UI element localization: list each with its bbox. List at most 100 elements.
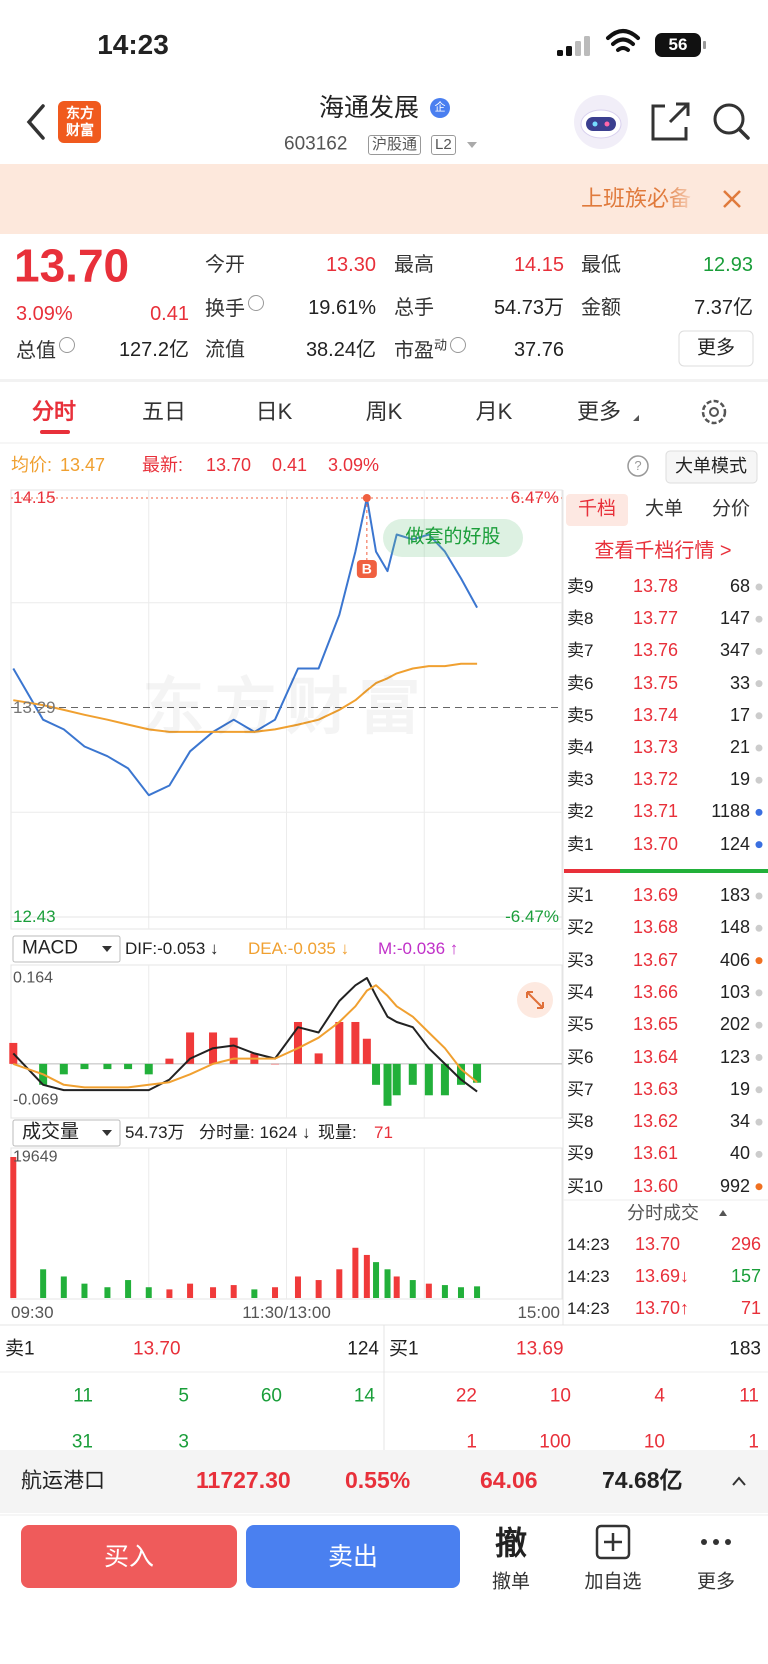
avatar-visor [586,117,616,131]
more-button[interactable] [678,330,754,367]
more-tab-arrow [633,415,639,421]
bid-volume: 406 [719,949,750,970]
bid-volume: 103 [719,982,750,1003]
watch-icon[interactable] [595,1524,631,1560]
macd-bar [362,1038,371,1064]
period-tab[interactable]: 周K [365,398,403,424]
promo-banner[interactable] [0,164,768,234]
info-icon[interactable] [59,337,75,353]
mode-button[interactable] [665,450,758,484]
badge [430,98,450,118]
period-tab[interactable]: 更多 [576,398,622,424]
battery-level: 56 [668,34,688,54]
depth-bar-red [564,869,620,873]
bid-volume: 34 [729,1111,750,1132]
volume-bar [384,1269,391,1298]
volume-info: 分时量: 1624 ↓ [199,1122,311,1142]
info-icon[interactable] [450,337,467,353]
ask-label: 卖3 [567,769,594,789]
period-tab[interactable]: 日K [255,398,293,424]
selector-arrow [102,946,112,952]
banner-close[interactable] [723,190,741,208]
trades-title[interactable]: 分时成交 [627,1203,699,1224]
dropdown-arrow [467,142,477,148]
avg-label: 均价: [11,455,53,476]
series-line [13,662,478,733]
back-button[interactable] [26,104,45,140]
cancel-icon[interactable]: 撤 [494,1524,528,1561]
sell-button[interactable] [246,1525,460,1588]
ask-price: 13.71 [633,801,679,822]
signal-bar [575,41,581,56]
trade-volume: 71 [740,1298,761,1319]
volume-bar [104,1287,111,1298]
index-expand[interactable] [732,1476,746,1486]
volume-selector[interactable] [12,1119,121,1147]
macd-bar [271,1063,280,1065]
bid-queue: 10 [643,1431,665,1453]
share-button[interactable] [651,102,690,141]
period-tab[interactable]: 月K [475,398,513,424]
legend-entry: M:-0.036 ↑ [378,938,459,958]
watch-label: 加自选 [584,1571,642,1593]
book-tab[interactable]: 分价 [711,498,751,520]
series-line [12,497,478,797]
bid-volume: 19 [729,1079,750,1099]
trades-arrow [719,1210,727,1216]
macd-bar [103,1063,112,1070]
bid-price: 13.66 [633,982,679,1003]
book-tab[interactable]: 千档 [577,498,617,520]
search-button[interactable] [713,103,745,135]
volume-bar [60,1276,67,1298]
level-dot [755,1150,763,1158]
bid-volume: 202 [719,1014,750,1035]
settings-hub [709,407,719,417]
volume-bar [315,1280,322,1298]
volume-bar [272,1287,279,1298]
volume-bar [363,1254,370,1298]
more-dot[interactable] [713,1539,719,1545]
macd-bar [186,1032,195,1064]
ask-volume: 1188 [711,801,750,822]
bid-queue: 11 [739,1385,759,1407]
buy-button[interactable] [21,1525,237,1588]
more-dot[interactable] [701,1539,707,1545]
ask-volume: 347 [719,640,750,661]
macd-bar [144,1063,153,1075]
indicator-selector[interactable] [12,935,121,963]
book-tab[interactable]: 大单 [644,498,684,520]
index-name: 航运港口 [21,1469,105,1493]
stat-label: 今开 [205,254,245,276]
signal-bar [584,36,590,56]
period-tab[interactable]: 五日 [141,398,187,424]
macd-bar [80,1063,89,1070]
help-icon[interactable] [627,455,649,477]
ask-volume: 19 [729,769,750,790]
volume-bar [251,1289,258,1298]
stat-label: 市盈动 [394,337,467,363]
book-link[interactable]: 查看千档行情 > [594,540,732,562]
info-icon[interactable] [248,295,264,311]
bid-price: 13.64 [633,1046,679,1067]
settings-button[interactable] [701,399,727,425]
more-dot[interactable] [725,1539,731,1545]
indicator-name: MACD [22,937,78,959]
stat-value: 7.37亿 [694,297,753,319]
macd-bar [456,1063,465,1085]
volume-bar [166,1289,173,1298]
cancel-label: 撤单 [491,1571,531,1593]
avatar-eye [604,121,610,127]
bid-volume: 183 [719,885,750,906]
macd-bar [9,1042,18,1064]
battery-tip [703,41,706,49]
index-bar[interactable] [0,1450,768,1513]
stat-value: 13.30 [325,254,376,276]
series-line [12,984,478,1089]
volume-bar [10,1157,17,1298]
period-tab[interactable]: 分时 [31,398,77,424]
ask-label: 卖7 [567,641,594,661]
bid-volume: 992 [719,1175,750,1196]
macd-bar [229,1037,238,1064]
ask-label: 卖2 [567,802,594,822]
selector-arrow [102,1130,112,1136]
